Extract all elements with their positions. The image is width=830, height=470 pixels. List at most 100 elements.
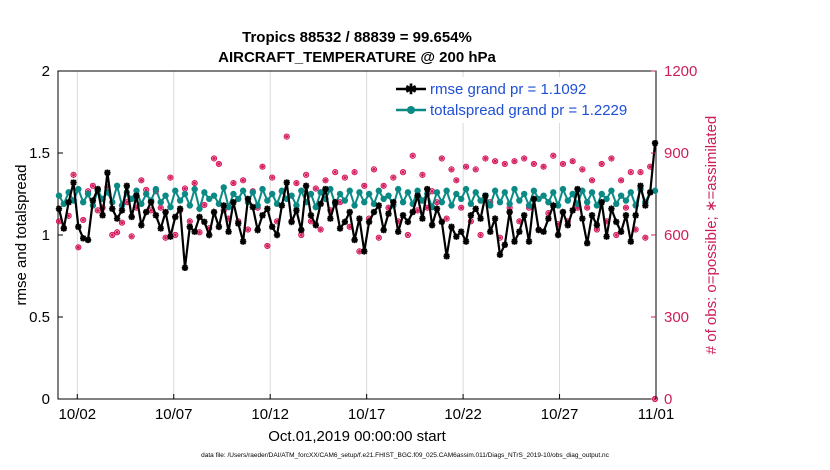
obs-possible-point — [550, 152, 557, 159]
rmse-point — [341, 218, 349, 226]
obs-assimilated-point — [493, 159, 498, 164]
obs-possible-point — [380, 182, 387, 189]
spread-point — [220, 184, 227, 191]
obs-possible-point — [390, 174, 397, 181]
left-tick-label: 0.5 — [29, 309, 50, 326]
rmse-point — [487, 228, 494, 235]
rmse-point — [414, 192, 421, 199]
spread-point — [239, 187, 247, 194]
obs-possible-point — [317, 226, 324, 233]
legend-rmse-label: rmse grand pr = 1.1092 — [430, 81, 586, 98]
obs-assimilated-point — [338, 200, 343, 205]
obs-assimilated-point — [119, 220, 124, 225]
spread-point — [613, 200, 620, 208]
legend-spread-label: totalspread grand pr = 1.2229 — [430, 102, 627, 119]
rmse-point — [550, 202, 557, 209]
spread-point — [312, 203, 320, 211]
rmse-point — [351, 236, 358, 244]
obs-assimilated-point — [439, 156, 444, 161]
obs-assimilated-point — [362, 183, 367, 188]
obs-possible-point — [482, 155, 489, 162]
rmse-point — [268, 223, 276, 230]
spread-point — [540, 192, 547, 199]
obs-assimilated-point — [260, 164, 265, 169]
obs-possible-point — [622, 204, 630, 211]
rmse-point — [545, 215, 552, 222]
obs-assimilated-point — [245, 227, 250, 232]
spread-point — [579, 187, 586, 194]
obs-assimilated-point — [609, 156, 614, 161]
obs-possible-point — [240, 177, 247, 184]
rmse-point — [390, 199, 397, 206]
obs-possible-point — [322, 177, 329, 184]
spread-point — [525, 202, 533, 209]
obs-assimilated-point — [570, 159, 575, 164]
obs-assimilated-point — [90, 183, 95, 188]
rmse-point — [574, 185, 581, 193]
rmse-point — [540, 228, 547, 235]
rmse-point — [152, 212, 160, 219]
rmse-point — [385, 210, 392, 217]
obs-possible-point — [89, 182, 96, 189]
obs-assimilated-point — [207, 226, 212, 231]
rmse-point — [239, 238, 247, 245]
obs-assimilated-point — [638, 170, 643, 175]
obs-possible-point — [75, 244, 82, 251]
rmse-point — [588, 212, 596, 219]
spread-point — [264, 197, 271, 204]
obs-possible-point — [303, 171, 310, 178]
spread-point — [317, 189, 324, 196]
x-tick-label: 10/27 — [541, 406, 579, 423]
spread-point — [268, 190, 276, 198]
right-tick-label: 900 — [664, 145, 689, 162]
rmse-point — [167, 233, 174, 240]
obs-possible-point — [210, 155, 218, 162]
obs-possible-point — [477, 231, 484, 239]
rmse-point — [370, 208, 378, 216]
right-tick-label: 1200 — [664, 63, 697, 80]
obs-assimilated-point — [270, 175, 275, 180]
rmse-point — [201, 218, 208, 226]
left-tick-label: 1.5 — [29, 145, 50, 162]
obs-possible-point — [540, 163, 547, 170]
spread-point — [210, 192, 218, 199]
rmse-point — [516, 228, 523, 235]
rmse-point — [617, 228, 625, 235]
rmse-point — [259, 212, 266, 219]
spread-point — [448, 202, 455, 209]
obs-assimilated-point — [294, 181, 299, 186]
obs-possible-point — [80, 216, 87, 224]
x-tick-label: 11/01 — [638, 406, 674, 423]
rmse-point — [613, 218, 620, 226]
obs-assimilated-point — [299, 233, 304, 237]
rmse-point — [79, 235, 87, 242]
obs-possible-point — [312, 185, 319, 192]
obs-assimilated-point — [381, 183, 386, 188]
rmse-point — [244, 195, 252, 203]
spread-point — [399, 199, 407, 206]
rmse-point — [298, 226, 305, 234]
obs-possible-point — [637, 169, 644, 176]
obs-possible-point — [201, 201, 208, 209]
obs-assimilated-point — [580, 167, 585, 172]
obs-assimilated-point — [342, 175, 347, 180]
spread-point — [370, 200, 378, 208]
obs-assimilated-point — [163, 235, 168, 240]
spread-point — [414, 187, 421, 194]
rmse-point — [104, 169, 111, 176]
rmse-point — [65, 199, 72, 206]
obs-possible-point — [70, 171, 77, 178]
obs-assimilated-point — [318, 227, 323, 232]
rmse-point — [89, 197, 97, 204]
obs-assimilated-point — [158, 205, 163, 210]
spread-point — [60, 200, 68, 208]
spread-point — [84, 190, 92, 198]
x-tick-label: 10/12 — [251, 406, 289, 423]
spread-point — [278, 187, 286, 194]
obs-assimilated-point — [507, 205, 512, 210]
rmse-point — [176, 205, 184, 212]
rmse-point — [511, 238, 518, 245]
spread-point — [608, 187, 615, 194]
obs-possible-point — [293, 179, 300, 187]
rmse-point — [220, 202, 227, 209]
